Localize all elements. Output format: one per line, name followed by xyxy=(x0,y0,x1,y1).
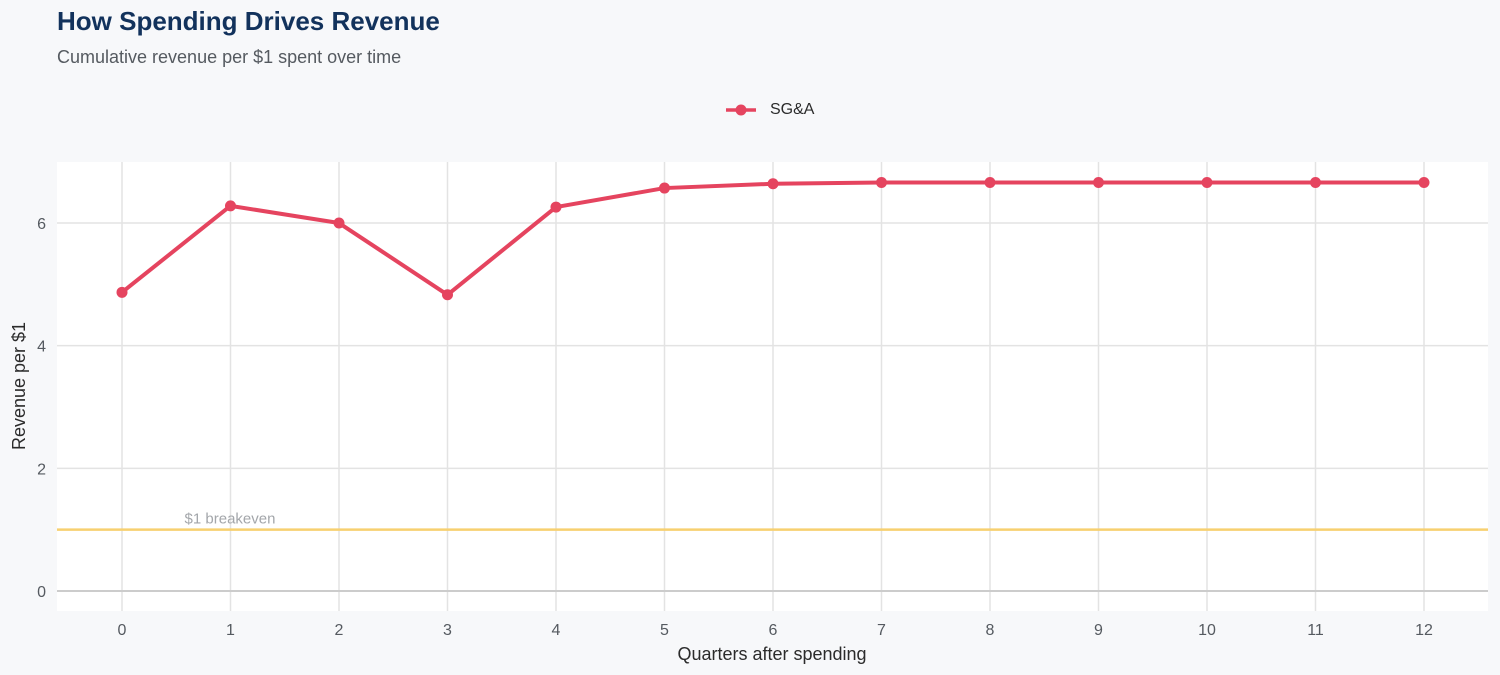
x-tick-label: 0 xyxy=(118,622,127,639)
data-point xyxy=(767,178,779,190)
breakeven-label: $1 breakeven xyxy=(185,511,276,528)
data-point xyxy=(876,177,887,189)
gridlines xyxy=(57,162,1488,611)
y-tick-label: 0 xyxy=(37,584,46,601)
x-tick-label: 4 xyxy=(552,622,561,639)
y-axis-ticks: 0 2 4 6 xyxy=(37,216,46,601)
x-tick-label: 11 xyxy=(1307,622,1324,639)
y-tick-label: 6 xyxy=(37,216,46,233)
data-point xyxy=(442,289,453,301)
x-tick-label: 5 xyxy=(660,622,669,639)
x-tick-label: 1 xyxy=(226,622,235,639)
x-tick-label: 2 xyxy=(335,622,344,639)
x-tick-label: 9 xyxy=(1094,622,1103,639)
chart-title: How Spending Drives Revenue xyxy=(57,6,440,36)
x-tick-label: 10 xyxy=(1198,622,1216,639)
y-tick-label: 2 xyxy=(37,461,46,478)
data-point xyxy=(1201,177,1213,189)
data-point xyxy=(1310,177,1321,189)
data-point xyxy=(116,286,128,298)
x-tick-label: 7 xyxy=(877,622,886,639)
legend-label-sga: SG&A xyxy=(770,101,815,118)
legend-line-dot-icon xyxy=(726,99,756,121)
y-tick-label: 4 xyxy=(37,339,46,356)
data-point xyxy=(659,182,670,194)
data-point xyxy=(1093,177,1104,189)
x-tick-label: 8 xyxy=(986,622,995,639)
data-point xyxy=(984,177,996,189)
data-point xyxy=(225,200,236,212)
x-tick-label: 6 xyxy=(769,622,778,639)
sga-data-points xyxy=(116,177,1430,301)
chart-subtitle: Cumulative revenue per $1 spent over tim… xyxy=(57,47,402,67)
x-axis-title: Quarters after spending xyxy=(677,644,866,664)
x-axis-ticks: 0 1 2 3 4 5 6 7 8 9 10 11 12 xyxy=(118,622,1433,639)
data-point xyxy=(550,201,562,213)
data-point xyxy=(1418,177,1430,189)
x-tick-label: 12 xyxy=(1415,622,1433,639)
x-tick-label: 3 xyxy=(443,622,452,639)
y-axis-title: Revenue per $1 xyxy=(9,322,29,450)
data-point xyxy=(333,217,345,229)
legend: SG&A xyxy=(726,99,814,121)
